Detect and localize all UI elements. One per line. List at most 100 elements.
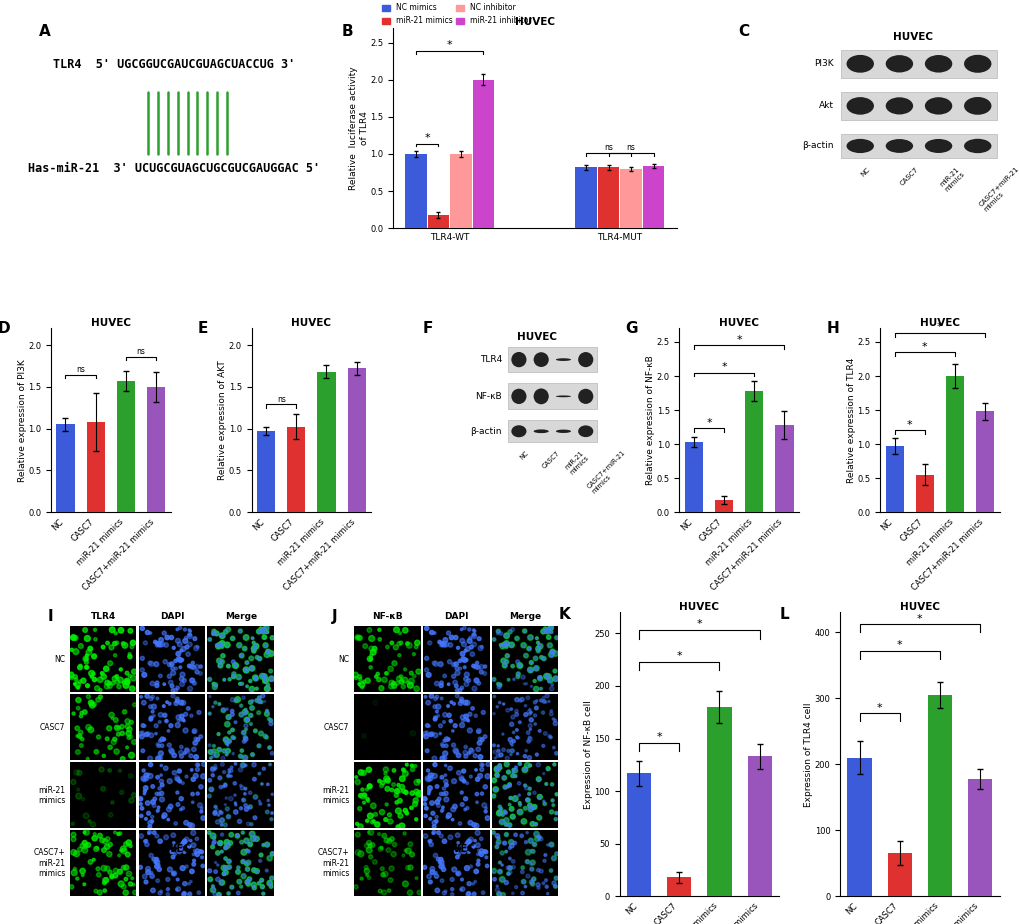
Circle shape: [545, 628, 549, 633]
Circle shape: [182, 839, 186, 844]
Circle shape: [140, 668, 145, 672]
Circle shape: [247, 850, 250, 853]
Circle shape: [234, 762, 236, 765]
Text: *: *: [916, 614, 922, 624]
Circle shape: [529, 881, 533, 883]
Circle shape: [180, 843, 184, 846]
Circle shape: [86, 684, 90, 687]
Circle shape: [367, 876, 370, 880]
Circle shape: [242, 860, 245, 863]
Circle shape: [434, 871, 437, 874]
Circle shape: [507, 822, 512, 827]
Circle shape: [246, 849, 248, 852]
Circle shape: [199, 672, 202, 675]
Circle shape: [71, 869, 77, 876]
Circle shape: [93, 833, 96, 835]
Circle shape: [230, 637, 234, 640]
Circle shape: [510, 723, 514, 726]
Circle shape: [166, 807, 171, 812]
Circle shape: [358, 824, 363, 829]
Circle shape: [212, 633, 214, 635]
Circle shape: [239, 807, 243, 809]
Circle shape: [128, 845, 132, 847]
Circle shape: [220, 811, 223, 814]
Circle shape: [491, 794, 495, 798]
Circle shape: [479, 762, 483, 767]
Circle shape: [212, 840, 216, 844]
Circle shape: [162, 815, 165, 819]
Circle shape: [172, 842, 175, 844]
Circle shape: [179, 682, 184, 687]
Circle shape: [179, 714, 183, 719]
Circle shape: [187, 822, 192, 827]
Bar: [707, 707, 731, 896]
Circle shape: [483, 850, 487, 854]
Circle shape: [454, 666, 459, 670]
Circle shape: [472, 822, 476, 827]
Circle shape: [260, 884, 264, 889]
Circle shape: [542, 699, 545, 703]
Circle shape: [149, 697, 153, 700]
Circle shape: [439, 834, 442, 838]
Circle shape: [518, 794, 520, 796]
Circle shape: [406, 642, 412, 648]
Circle shape: [75, 735, 78, 737]
Circle shape: [267, 799, 269, 802]
Circle shape: [126, 871, 131, 877]
Circle shape: [250, 723, 253, 725]
Circle shape: [151, 815, 154, 819]
Circle shape: [455, 688, 459, 692]
Circle shape: [164, 643, 168, 647]
Circle shape: [236, 880, 242, 884]
Circle shape: [91, 675, 94, 678]
Circle shape: [437, 640, 441, 644]
Circle shape: [99, 767, 104, 772]
Circle shape: [460, 687, 464, 689]
Circle shape: [227, 739, 230, 743]
Circle shape: [257, 699, 262, 703]
Circle shape: [451, 675, 455, 678]
Circle shape: [139, 866, 143, 869]
Circle shape: [415, 818, 417, 821]
Circle shape: [263, 627, 265, 630]
Circle shape: [507, 784, 511, 787]
Circle shape: [196, 792, 199, 796]
Circle shape: [73, 683, 76, 686]
Circle shape: [550, 799, 553, 802]
Circle shape: [370, 843, 375, 847]
Circle shape: [111, 681, 115, 685]
Circle shape: [444, 764, 446, 767]
Circle shape: [222, 872, 225, 876]
Circle shape: [226, 749, 229, 753]
Circle shape: [190, 714, 193, 717]
Circle shape: [212, 754, 215, 758]
Circle shape: [265, 869, 268, 872]
Circle shape: [181, 719, 184, 721]
Circle shape: [150, 871, 153, 874]
Circle shape: [148, 833, 150, 834]
Circle shape: [250, 706, 254, 711]
Circle shape: [494, 767, 498, 771]
Circle shape: [546, 675, 550, 678]
Text: *: *: [705, 418, 711, 428]
Circle shape: [119, 790, 123, 795]
Circle shape: [210, 757, 212, 760]
Circle shape: [497, 683, 501, 687]
Circle shape: [499, 767, 501, 769]
Circle shape: [158, 712, 163, 717]
Circle shape: [461, 848, 466, 854]
Circle shape: [367, 813, 373, 819]
Circle shape: [115, 725, 120, 731]
Circle shape: [518, 802, 521, 804]
Circle shape: [175, 777, 179, 781]
Circle shape: [131, 669, 137, 675]
Circle shape: [244, 804, 248, 807]
Circle shape: [163, 660, 167, 663]
Circle shape: [266, 650, 270, 653]
Circle shape: [550, 783, 553, 785]
Circle shape: [192, 748, 196, 751]
Circle shape: [217, 775, 222, 780]
Circle shape: [496, 810, 501, 816]
Circle shape: [175, 651, 180, 656]
Circle shape: [245, 709, 247, 711]
